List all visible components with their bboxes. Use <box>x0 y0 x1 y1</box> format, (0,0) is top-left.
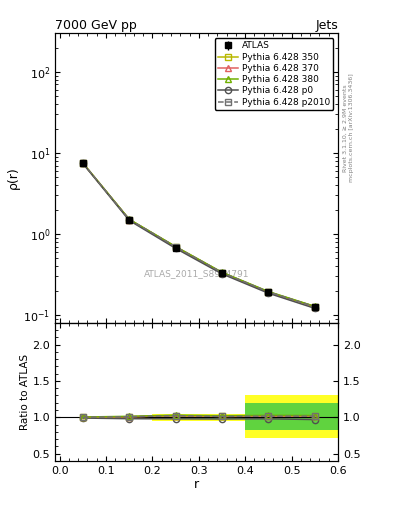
Pythia 6.428 380 <box>81 160 85 166</box>
Pythia 6.428 p0 <box>266 290 271 296</box>
Pythia 6.428 p2010 <box>266 289 271 295</box>
Pythia 6.428 370 <box>173 244 178 250</box>
Pythia 6.428 370 <box>266 289 271 295</box>
Text: ATLAS_2011_S8924791: ATLAS_2011_S8924791 <box>144 269 249 278</box>
Text: mcplots.cern.ch [arXiv:1306.3436]: mcplots.cern.ch [arXiv:1306.3436] <box>349 74 354 182</box>
Pythia 6.428 p0 <box>173 245 178 251</box>
Line: Pythia 6.428 370: Pythia 6.428 370 <box>80 160 318 310</box>
Pythia 6.428 370 <box>127 217 132 223</box>
Pythia 6.428 350 <box>266 289 271 295</box>
Pythia 6.428 p0 <box>220 271 224 277</box>
Pythia 6.428 p2010 <box>81 160 85 166</box>
Y-axis label: Ratio to ATLAS: Ratio to ATLAS <box>20 354 29 430</box>
Pythia 6.428 380 <box>312 303 317 309</box>
Pythia 6.428 370 <box>312 304 317 310</box>
Line: Pythia 6.428 350: Pythia 6.428 350 <box>80 160 318 310</box>
Pythia 6.428 380 <box>127 216 132 222</box>
Text: Rivet 3.1.10, ≥ 2.9M events: Rivet 3.1.10, ≥ 2.9M events <box>343 84 347 172</box>
Pythia 6.428 350 <box>173 244 178 250</box>
Pythia 6.428 p0 <box>81 160 85 166</box>
Line: Pythia 6.428 380: Pythia 6.428 380 <box>80 160 318 309</box>
Pythia 6.428 370 <box>81 160 85 166</box>
Pythia 6.428 370 <box>220 269 224 275</box>
Y-axis label: ρ(r): ρ(r) <box>7 167 20 189</box>
Legend: ATLAS, Pythia 6.428 350, Pythia 6.428 370, Pythia 6.428 380, Pythia 6.428 p0, Py: ATLAS, Pythia 6.428 350, Pythia 6.428 37… <box>215 38 334 110</box>
Pythia 6.428 350 <box>127 217 132 223</box>
Pythia 6.428 380 <box>220 269 224 275</box>
Pythia 6.428 p2010 <box>127 217 132 223</box>
Line: Pythia 6.428 p2010: Pythia 6.428 p2010 <box>80 160 318 310</box>
Pythia 6.428 p0 <box>127 218 132 224</box>
Pythia 6.428 350 <box>312 304 317 310</box>
Pythia 6.428 380 <box>266 288 271 294</box>
Pythia 6.428 p2010 <box>173 244 178 250</box>
Text: Jets: Jets <box>315 19 338 32</box>
Pythia 6.428 380 <box>173 244 178 250</box>
Text: 7000 GeV pp: 7000 GeV pp <box>55 19 137 32</box>
Pythia 6.428 p0 <box>312 305 317 311</box>
Line: Pythia 6.428 p0: Pythia 6.428 p0 <box>80 160 318 311</box>
Pythia 6.428 p2010 <box>220 269 224 275</box>
X-axis label: r: r <box>194 478 199 492</box>
Pythia 6.428 350 <box>220 269 224 275</box>
Pythia 6.428 p2010 <box>312 304 317 310</box>
Pythia 6.428 350 <box>81 160 85 166</box>
